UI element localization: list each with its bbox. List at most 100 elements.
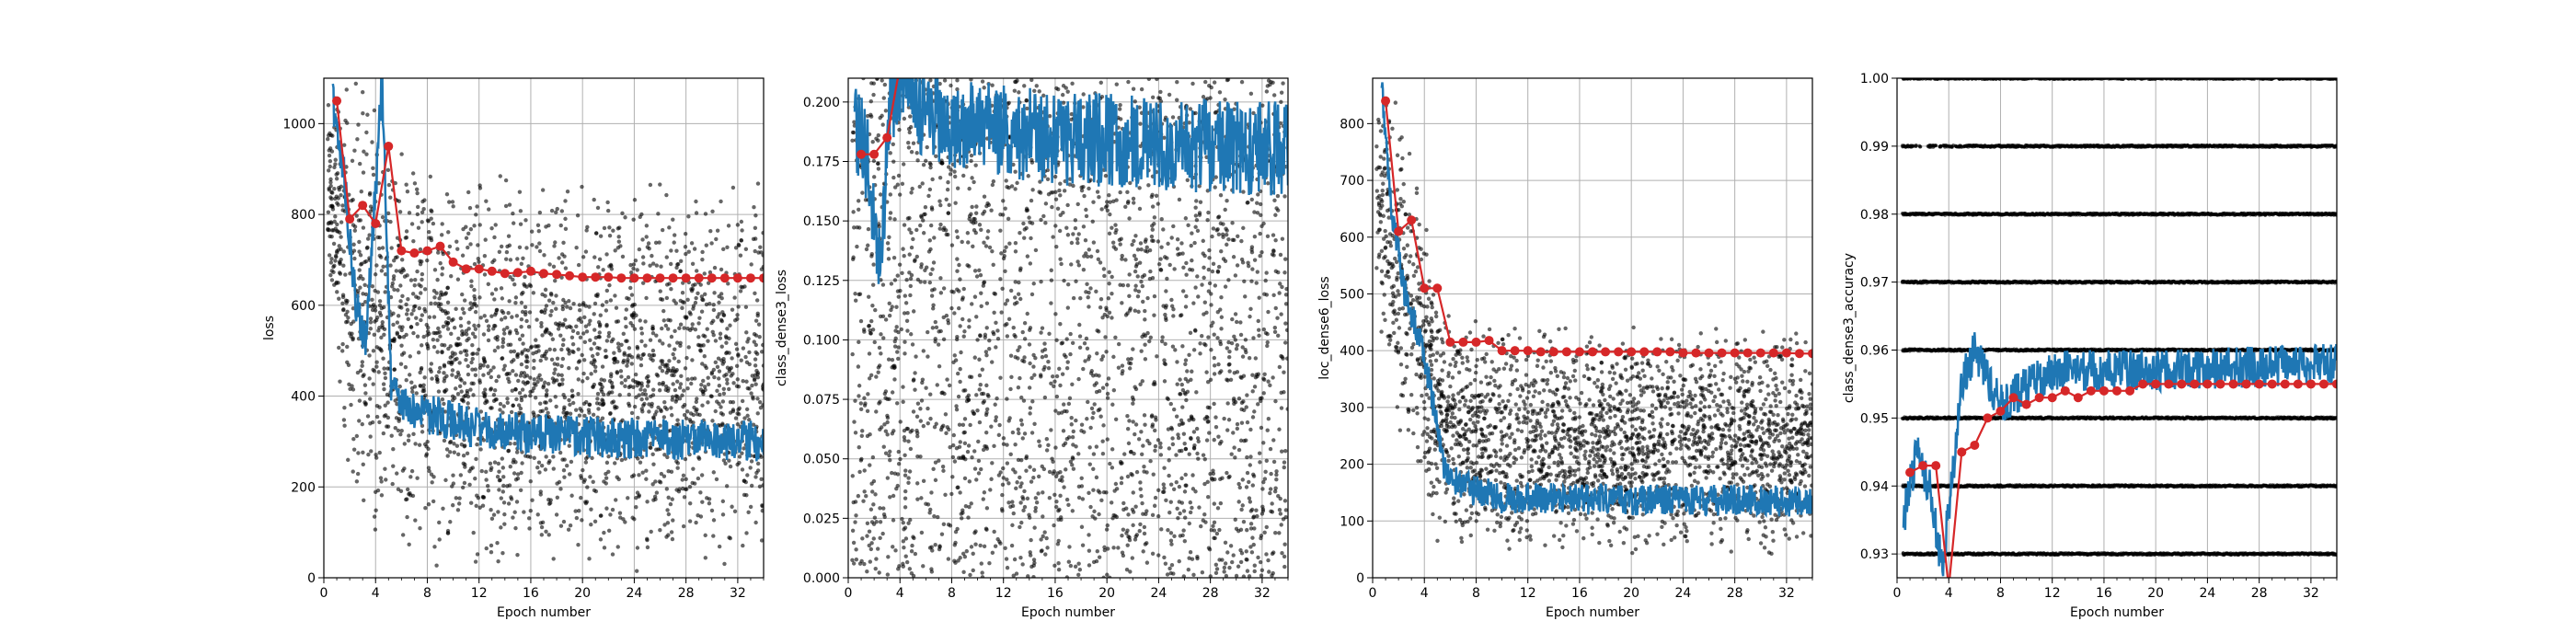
scatter-point (426, 501, 431, 507)
scatter-point (690, 358, 695, 362)
scatter-point (523, 218, 528, 223)
scatter-point (971, 551, 975, 557)
scatter-point (1175, 382, 1179, 386)
scatter-point (689, 376, 695, 381)
scatter-point (531, 291, 536, 295)
scatter-point (415, 212, 420, 217)
scatter-point (520, 309, 525, 315)
scatter-point (904, 318, 910, 324)
scatter-point (908, 293, 913, 298)
scatter-point (596, 265, 601, 270)
scatter-point (880, 122, 885, 127)
scatter-point (735, 377, 741, 382)
scatter-point (1267, 569, 1271, 574)
scatter-point (1055, 206, 1061, 212)
scatter-point (1196, 439, 1201, 444)
scatter-point (1091, 200, 1096, 204)
scatter-point (348, 386, 352, 392)
scatter-point (1143, 342, 1147, 347)
scatter-point (673, 347, 677, 351)
scatter-point (1206, 546, 1212, 550)
scatter-point (934, 154, 938, 159)
scatter-point (753, 236, 758, 241)
scatter-point (894, 401, 900, 406)
scatter-point (1211, 320, 1215, 325)
scatter-point (658, 423, 662, 428)
scatter-point (667, 359, 672, 363)
scatter-point (690, 326, 695, 331)
scatter-point (1273, 486, 1278, 490)
scatter-point (1260, 487, 1265, 491)
scatter-point (634, 569, 639, 573)
scatter-point (1130, 395, 1135, 400)
scatter-point (640, 281, 646, 285)
scatter-point (1045, 546, 1050, 550)
epoch-mean-point (565, 270, 575, 281)
scatter-point (728, 535, 732, 541)
scatter-point (1132, 451, 1136, 456)
scatter-point (1005, 185, 1009, 190)
scatter-point (1133, 234, 1138, 238)
scatter-point (546, 382, 551, 386)
scatter-point (989, 208, 994, 213)
scatter-point (1016, 427, 1020, 431)
scatter-point (728, 323, 732, 328)
scatter-point (1200, 333, 1204, 339)
scatter-point (1238, 559, 1244, 565)
scatter-point (1231, 255, 1236, 259)
scatter-point (664, 192, 669, 198)
scatter-point (1196, 456, 1201, 461)
scatter-point (1010, 523, 1015, 528)
scatter-point (967, 264, 972, 269)
scatter-point (472, 261, 477, 267)
scatter-point (355, 471, 361, 477)
scatter-point (893, 328, 898, 333)
scatter-point (1188, 107, 1193, 111)
scatter-point (740, 398, 745, 404)
scatter-point (1087, 290, 1091, 295)
scatter-point (1052, 384, 1056, 389)
scatter-point (1058, 493, 1063, 499)
scatter-point (1125, 201, 1131, 205)
scatter-point (413, 518, 418, 523)
scatter-point (341, 263, 346, 268)
scatter-point (500, 296, 505, 301)
scatter-point (500, 489, 506, 494)
scatter-point (520, 333, 525, 338)
scatter-point (970, 302, 974, 306)
scatter-point (701, 378, 706, 384)
scatter-point (524, 246, 529, 250)
scatter-point (544, 327, 549, 331)
scatter-point (573, 408, 579, 412)
scatter-point (351, 223, 356, 227)
scatter-point (1091, 466, 1096, 472)
scatter-point (524, 364, 529, 370)
scatter-point (950, 443, 956, 448)
scatter-point (531, 385, 536, 391)
scatter-point (1065, 360, 1070, 364)
scatter-point (1150, 204, 1156, 209)
scatter-point (489, 507, 493, 512)
scatter-point (892, 217, 897, 222)
scatter-point (570, 342, 576, 347)
scatter-point (941, 227, 946, 233)
scatter-point (902, 428, 907, 433)
scatter-point (473, 373, 478, 377)
scatter-point (1216, 232, 1222, 237)
scatter-point (1197, 184, 1202, 189)
scatter-point (1183, 305, 1189, 309)
scatter-point (651, 387, 656, 392)
scatter-point (351, 387, 356, 392)
scatter-point (694, 408, 698, 413)
scatter-point (493, 312, 498, 317)
scatter-point (1055, 542, 1061, 546)
scatter-point (484, 469, 489, 475)
scatter-point (656, 212, 661, 216)
scatter-point (539, 533, 545, 537)
scatter-point (462, 381, 467, 385)
scatter-point (718, 331, 723, 336)
epoch-mean-point (332, 96, 342, 106)
scatter-point (870, 454, 876, 460)
scatter-point (1239, 79, 1245, 85)
scatter-point (550, 376, 556, 381)
